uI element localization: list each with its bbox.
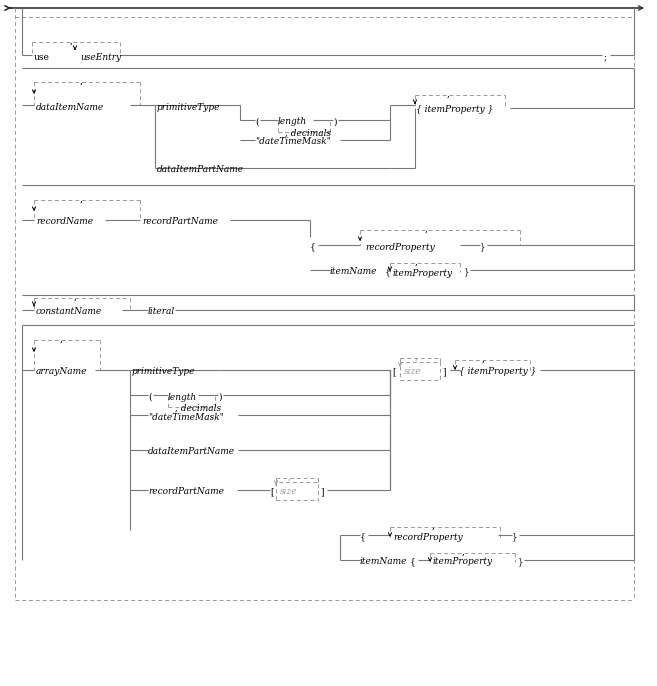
Text: ,: , xyxy=(60,335,63,344)
Text: }: } xyxy=(480,242,486,252)
Text: ,: , xyxy=(462,547,465,556)
Text: recordPartName: recordPartName xyxy=(148,488,224,497)
Text: ,: , xyxy=(74,292,77,302)
Text: length: length xyxy=(278,117,307,126)
Text: arrayName: arrayName xyxy=(36,368,87,377)
Text: }: } xyxy=(464,268,470,276)
Text: ): ) xyxy=(333,117,336,126)
Text: { itemProperty }: { itemProperty } xyxy=(416,106,493,115)
Text: ,: , xyxy=(80,77,83,86)
Text: recordProperty: recordProperty xyxy=(393,532,463,541)
Text: {: { xyxy=(410,558,416,567)
Text: dataItemPartName: dataItemPartName xyxy=(148,447,235,456)
Bar xyxy=(276,482,318,500)
Text: ;: ; xyxy=(604,53,607,62)
Text: {: { xyxy=(310,242,316,252)
Text: [: [ xyxy=(270,488,273,497)
Text: { itemProperty }: { itemProperty } xyxy=(459,368,536,377)
Text: itemProperty: itemProperty xyxy=(433,558,493,567)
Text: itemName: itemName xyxy=(330,268,378,276)
Text: literal: literal xyxy=(148,307,175,316)
Text: }: } xyxy=(518,558,524,567)
Text: size: size xyxy=(280,488,298,497)
Text: , decimals: , decimals xyxy=(285,128,331,137)
Text: recordName: recordName xyxy=(36,217,93,226)
Text: {: { xyxy=(360,532,366,541)
Text: ]: ] xyxy=(320,488,323,497)
Text: "dateTimeMask": "dateTimeMask" xyxy=(255,137,331,147)
Text: ,: , xyxy=(447,89,450,99)
Text: constantName: constantName xyxy=(36,307,102,316)
Text: {: { xyxy=(385,268,394,276)
Text: ,: , xyxy=(432,521,435,530)
Text: (: ( xyxy=(148,392,152,401)
Text: ,: , xyxy=(415,257,418,266)
Text: recordPartName: recordPartName xyxy=(142,217,218,226)
Text: use: use xyxy=(34,53,50,62)
Text: ,: , xyxy=(288,473,291,482)
Text: ]: ] xyxy=(442,368,445,377)
Text: itemName: itemName xyxy=(360,558,407,567)
Bar xyxy=(400,362,440,380)
Text: ,: , xyxy=(80,195,83,204)
Text: ): ) xyxy=(218,392,221,401)
Text: (: ( xyxy=(255,117,259,126)
Text: useEntry: useEntry xyxy=(80,53,121,62)
Text: recordProperty: recordProperty xyxy=(365,242,435,252)
Text: itemProperty: itemProperty xyxy=(393,270,453,279)
Text: size: size xyxy=(404,368,422,377)
Text: dataItemName: dataItemName xyxy=(36,102,104,112)
Text: primitiveType: primitiveType xyxy=(157,102,221,112)
Text: ,: , xyxy=(482,355,485,364)
Text: length: length xyxy=(168,392,197,401)
Text: ,: , xyxy=(70,36,73,45)
Text: , decimals: , decimals xyxy=(175,403,221,412)
Text: }: } xyxy=(512,532,518,541)
Text: ,: , xyxy=(415,353,418,362)
Text: ,: , xyxy=(425,224,428,233)
Text: "dateTimeMask": "dateTimeMask" xyxy=(148,412,224,421)
Text: [: [ xyxy=(392,368,396,377)
Text: dataItemPartName: dataItemPartName xyxy=(157,165,244,174)
Text: primitiveType: primitiveType xyxy=(132,368,196,377)
